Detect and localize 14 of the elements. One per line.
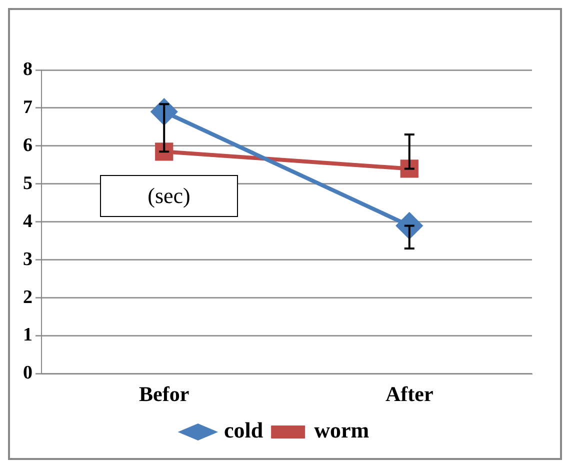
- y-tick-label: 6: [23, 134, 32, 156]
- y-tick-label: 5: [23, 172, 32, 194]
- legend-label: worm: [314, 418, 370, 443]
- x-tick-label: After: [385, 382, 434, 406]
- y-tick-label: 3: [23, 248, 32, 270]
- y-tick-label: 4: [23, 210, 33, 232]
- x-tick-label: Befor: [139, 382, 190, 406]
- y-tick-label: 8: [23, 58, 32, 80]
- y-tick-label: 7: [23, 96, 33, 118]
- legend-label: cold: [224, 418, 264, 443]
- label-box: (sec): [100, 175, 238, 217]
- y-tick-label: 1: [23, 324, 32, 346]
- y-tick-label: 2: [23, 286, 32, 308]
- y-tick-label: 0: [23, 362, 32, 384]
